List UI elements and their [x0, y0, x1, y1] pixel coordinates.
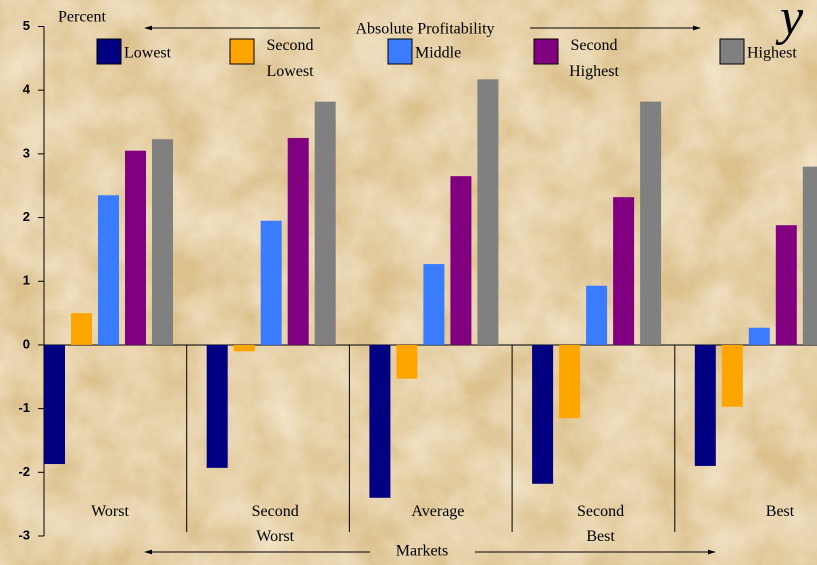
- bar: [71, 313, 92, 345]
- title-fragment: y: [775, 0, 804, 46]
- bar: [206, 344, 228, 468]
- y-tick-label: -3: [18, 527, 30, 542]
- bar: [233, 344, 255, 352]
- bar: [98, 195, 119, 345]
- y-tick-label: -2: [18, 464, 30, 479]
- x-tick-label: Second Best: [577, 503, 624, 545]
- bar: [423, 264, 445, 345]
- legend-label: Second Highest: [569, 37, 619, 80]
- bar: [152, 139, 173, 345]
- y-tick-label: 2: [23, 209, 30, 224]
- bar: [477, 79, 499, 345]
- bar: [396, 344, 418, 379]
- y-tick-label: -1: [18, 400, 30, 415]
- legend-label: Second Lowest: [266, 37, 314, 80]
- annotation: Absolute Profitability: [355, 21, 494, 38]
- bar: [748, 327, 770, 345]
- bar: [721, 344, 743, 407]
- bar: [694, 344, 716, 466]
- bar: [450, 176, 472, 345]
- x-tick-label: Worst: [91, 503, 129, 520]
- bar: [287, 137, 309, 345]
- annotation: Markets: [396, 543, 448, 560]
- x-tick-label: Average: [411, 503, 464, 520]
- bar: [775, 225, 797, 345]
- x-tick-label: Second Worst: [252, 503, 299, 545]
- y-tick-label: 4: [23, 82, 31, 97]
- legend-label: Highest: [747, 45, 797, 62]
- legend-swatch: [387, 38, 413, 65]
- y-tick-label: 1: [23, 273, 30, 288]
- bar: [125, 150, 146, 345]
- bar: [640, 101, 662, 345]
- legend-swatch: [229, 38, 255, 65]
- bar: [369, 344, 391, 498]
- legend-swatch: [96, 38, 122, 65]
- bar: [586, 285, 608, 345]
- legend-label: Lowest: [124, 45, 172, 62]
- bar: [559, 344, 581, 419]
- bar: [532, 344, 554, 484]
- legend-swatch: [533, 38, 559, 65]
- legend-label: Middle: [415, 45, 461, 62]
- legend-swatch: [719, 38, 745, 65]
- x-tick-label: Best: [766, 503, 795, 520]
- y-axis-label: Percent: [58, 9, 107, 26]
- bar: [260, 220, 282, 345]
- y-tick-label: 0: [23, 336, 30, 351]
- bar: [802, 166, 817, 345]
- y-tick-label: 5: [23, 18, 30, 33]
- bar: [44, 344, 65, 465]
- bar: [314, 101, 336, 345]
- bar: [613, 197, 635, 345]
- y-tick-label: 3: [23, 145, 30, 160]
